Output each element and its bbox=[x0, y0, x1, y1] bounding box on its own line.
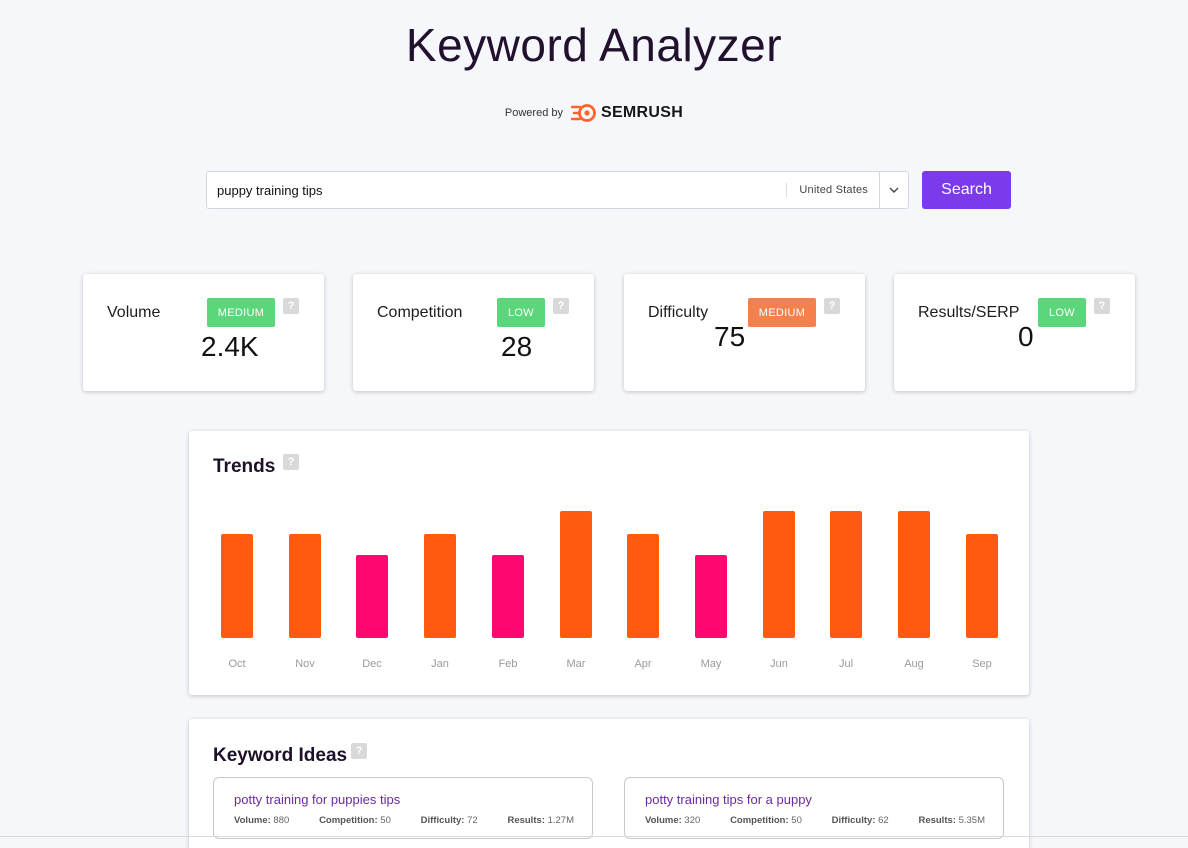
results-serp-card: Results/SERP LOW ? 0 bbox=[894, 274, 1135, 391]
volume-badge: MEDIUM bbox=[207, 298, 275, 327]
trend-bar-jul[interactable] bbox=[830, 511, 862, 638]
trend-bar-aug[interactable] bbox=[898, 511, 930, 638]
trend-month-label: Sep bbox=[972, 658, 992, 670]
trend-month-label: Nov bbox=[295, 658, 315, 670]
keyword-idea-card[interactable]: potty training for puppies tips Volume: … bbox=[213, 777, 593, 839]
keyword-idea-card[interactable]: potty training tips for a puppy Volume: … bbox=[624, 777, 1004, 839]
idea-volume: Volume: 880 bbox=[234, 815, 289, 826]
idea-competition-value: 50 bbox=[380, 815, 391, 826]
keyword-ideas-help-icon[interactable]: ? bbox=[351, 743, 367, 759]
difficulty-label: Difficulty bbox=[648, 304, 709, 321]
results-serp-badge: LOW bbox=[1038, 298, 1086, 327]
volume-card: Volume MEDIUM ? 2.4K bbox=[83, 274, 324, 391]
keyword-idea-link[interactable]: potty training tips for a puppy bbox=[645, 792, 812, 807]
idea-volume-value: 880 bbox=[273, 815, 290, 826]
country-dropdown-button[interactable] bbox=[879, 172, 908, 208]
idea-competition-label: Competition: bbox=[730, 815, 789, 826]
idea-volume-value: 320 bbox=[684, 815, 701, 826]
semrush-brand-name: SEMRUSH bbox=[600, 104, 684, 121]
competition-card: Competition LOW ? 28 bbox=[353, 274, 594, 391]
trends-help-icon[interactable]: ? bbox=[283, 454, 299, 470]
idea-results-value: 5.35M bbox=[958, 815, 985, 826]
volume-help-icon[interactable]: ? bbox=[283, 298, 299, 314]
trends-card: Trends ? Oct Nov Dec Jan Feb Mar Apr May Jun Jul A… bbox=[189, 431, 1029, 695]
difficulty-badge: MEDIUM bbox=[748, 298, 816, 327]
idea-volume-label: Volume: bbox=[234, 815, 271, 826]
trend-month-label: Aug bbox=[904, 658, 924, 670]
page-title: Keyword Analyzer bbox=[405, 19, 783, 71]
search-button[interactable]: Search bbox=[922, 171, 1011, 209]
trend-bar-may[interactable] bbox=[695, 555, 727, 638]
trend-bar-sep[interactable] bbox=[966, 534, 998, 638]
trend-bar-mar[interactable] bbox=[560, 511, 592, 638]
keyword-idea-link[interactable]: potty training for puppies tips bbox=[234, 792, 401, 807]
country-select-value[interactable]: United States bbox=[799, 184, 868, 196]
idea-competition-value: 50 bbox=[791, 815, 802, 826]
idea-results-label: Results: bbox=[918, 815, 956, 826]
keyword-ideas-title: Keyword Ideas bbox=[213, 745, 348, 766]
chevron-down-icon bbox=[889, 187, 899, 193]
trend-month-label: Dec bbox=[362, 658, 382, 670]
idea-volume: Volume: 320 bbox=[645, 815, 700, 826]
competition-help-icon[interactable]: ? bbox=[553, 298, 569, 314]
keyword-search-input[interactable] bbox=[207, 172, 787, 208]
search-divider bbox=[786, 183, 788, 197]
trend-month-label: Apr bbox=[634, 658, 652, 670]
results-serp-help-icon[interactable]: ? bbox=[1094, 298, 1110, 314]
trend-month-label: Mar bbox=[566, 658, 586, 670]
results-serp-value: 0 bbox=[1018, 321, 1034, 352]
idea-difficulty-label: Difficulty: bbox=[420, 815, 465, 826]
trend-month-label: Oct bbox=[228, 658, 246, 670]
difficulty-value: 75 bbox=[714, 321, 746, 352]
difficulty-help-icon[interactable]: ? bbox=[824, 298, 840, 314]
trend-month-label: Jul bbox=[838, 658, 854, 670]
volume-value: 2.4K bbox=[201, 331, 259, 362]
trend-bar-jan[interactable] bbox=[424, 534, 456, 638]
idea-volume-label: Volume: bbox=[645, 815, 682, 826]
trend-bar-nov[interactable] bbox=[289, 534, 321, 638]
keyword-idea-stats: Volume: 880 Competition: 50 Difficulty: … bbox=[234, 815, 574, 826]
idea-competition: Competition: 50 bbox=[730, 815, 802, 826]
trend-month-label: Jun bbox=[770, 658, 788, 670]
search-bar: United States bbox=[206, 171, 909, 209]
idea-difficulty-value: 72 bbox=[467, 815, 478, 826]
idea-competition-label: Competition: bbox=[319, 815, 378, 826]
trend-bar-jun[interactable] bbox=[763, 511, 795, 638]
powered-by: Powered by SEMRUSH bbox=[0, 104, 1188, 122]
difficulty-card: Difficulty MEDIUM ? 75 bbox=[624, 274, 865, 391]
idea-results: Results: 1.27M bbox=[507, 815, 574, 826]
competition-badge: LOW bbox=[497, 298, 545, 327]
trend-month-label: Jan bbox=[431, 658, 449, 670]
trend-month-label: May bbox=[700, 658, 722, 670]
trend-bar-feb[interactable] bbox=[492, 555, 524, 638]
volume-label: Volume bbox=[107, 304, 161, 321]
competition-value: 28 bbox=[501, 331, 533, 362]
trend-bar-apr[interactable] bbox=[627, 534, 659, 638]
idea-results: Results: 5.35M bbox=[918, 815, 985, 826]
idea-results-value: 1.27M bbox=[547, 815, 574, 826]
results-serp-label: Results/SERP bbox=[918, 304, 1020, 321]
semrush-logo[interactable]: SEMRUSH bbox=[570, 104, 684, 122]
semrush-flame-icon bbox=[570, 104, 596, 122]
trend-month-label: Feb bbox=[498, 658, 518, 670]
keyword-idea-stats: Volume: 320 Competition: 50 Difficulty: … bbox=[645, 815, 985, 826]
trend-bar-oct[interactable] bbox=[221, 534, 253, 638]
idea-difficulty-value: 62 bbox=[878, 815, 889, 826]
idea-difficulty-label: Difficulty: bbox=[831, 815, 876, 826]
idea-competition: Competition: 50 bbox=[319, 815, 391, 826]
trends-title: Trends bbox=[213, 456, 276, 477]
page-bottom-divider bbox=[0, 836, 1188, 837]
trend-bar-dec[interactable] bbox=[356, 555, 388, 638]
idea-difficulty: Difficulty: 62 bbox=[832, 815, 889, 826]
idea-difficulty: Difficulty: 72 bbox=[421, 815, 478, 826]
powered-by-label: Powered by bbox=[504, 107, 563, 119]
keyword-ideas-card: Keyword Ideas ? potty training for puppi… bbox=[189, 719, 1029, 848]
competition-label: Competition bbox=[377, 304, 463, 321]
idea-results-label: Results: bbox=[507, 815, 545, 826]
